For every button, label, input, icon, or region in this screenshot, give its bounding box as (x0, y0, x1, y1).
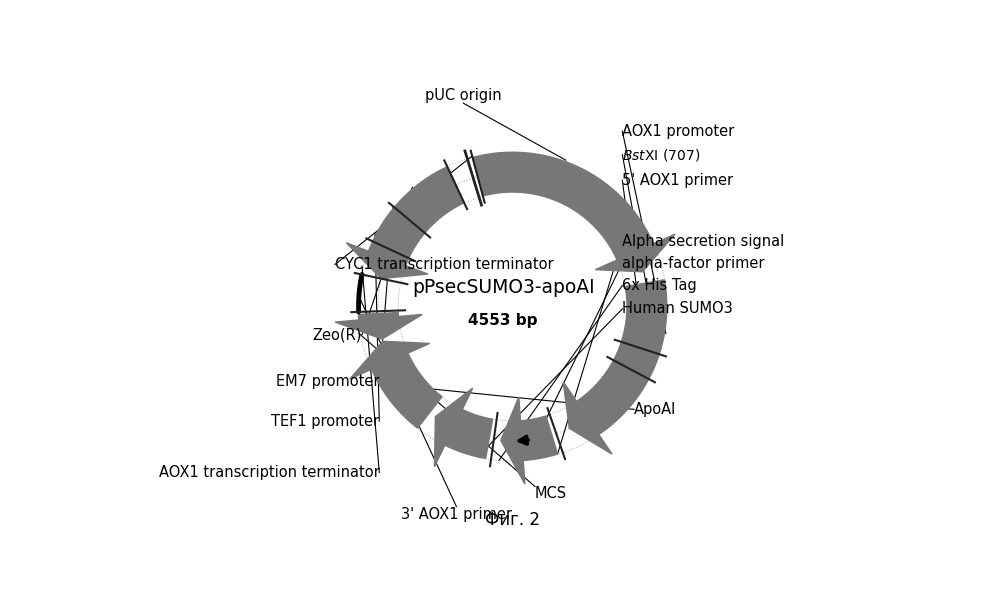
Text: alpha-factor primer: alpha-factor primer (622, 256, 765, 271)
Text: TEF1 promoter: TEF1 promoter (271, 413, 379, 429)
Polygon shape (335, 314, 422, 339)
Text: MCS: MCS (535, 486, 567, 501)
Polygon shape (434, 388, 473, 467)
Text: $\mathit{Bst}$XI (707): $\mathit{Bst}$XI (707) (622, 147, 701, 163)
Polygon shape (350, 341, 430, 379)
Text: 6x His Tag: 6x His Tag (622, 278, 697, 293)
Polygon shape (445, 410, 493, 458)
Text: CYC1 transcription terminator: CYC1 transcription terminator (335, 257, 554, 272)
Text: Human SUMO3: Human SUMO3 (622, 301, 733, 316)
Text: AOX1 transcription terminator: AOX1 transcription terminator (159, 465, 379, 480)
Text: ApoAI: ApoAI (634, 402, 676, 417)
Text: Zeo(R): Zeo(R) (313, 327, 362, 342)
Text: Фиг. 2: Фиг. 2 (485, 510, 540, 529)
Polygon shape (358, 313, 398, 320)
Polygon shape (577, 280, 667, 435)
Polygon shape (369, 167, 464, 265)
Polygon shape (520, 416, 558, 460)
Polygon shape (501, 397, 525, 484)
Polygon shape (595, 234, 675, 272)
Text: AOX1 promoter: AOX1 promoter (622, 124, 735, 139)
Text: Alpha secretion signal: Alpha secretion signal (622, 234, 785, 249)
Polygon shape (346, 243, 428, 279)
Text: pPsecSUMO3-apoAI: pPsecSUMO3-apoAI (412, 279, 594, 297)
Text: 3' AOX1 primer: 3' AOX1 primer (401, 507, 512, 521)
Polygon shape (473, 152, 653, 260)
Text: 4553 bp: 4553 bp (468, 313, 538, 328)
Polygon shape (563, 382, 612, 454)
Text: 5' AOX1 primer: 5' AOX1 primer (622, 173, 733, 188)
Text: EM7 promoter: EM7 promoter (276, 374, 379, 389)
Polygon shape (372, 353, 442, 428)
Text: pUC origin: pUC origin (425, 88, 502, 103)
